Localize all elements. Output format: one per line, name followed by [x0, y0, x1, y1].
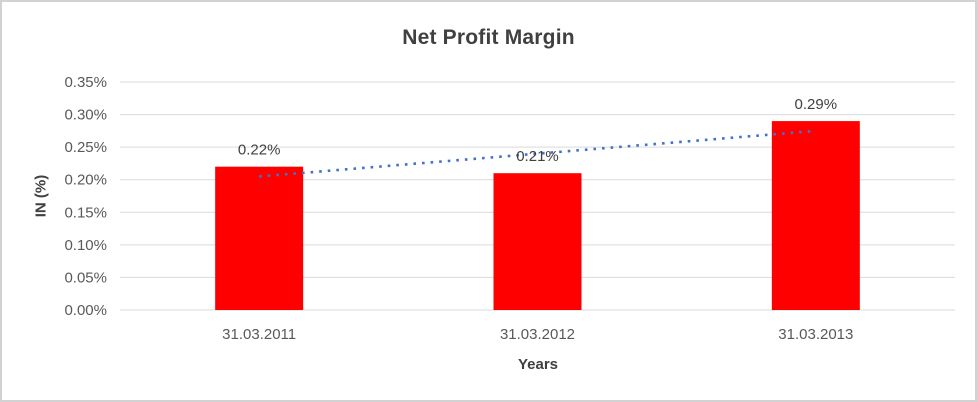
bar [215, 166, 304, 310]
x-axis-title: Years [517, 356, 559, 373]
y-tick-label: 0.20% [64, 172, 107, 189]
y-tick-label: 0.35% [64, 74, 107, 91]
y-tick-label: 0.00% [64, 302, 107, 319]
bar [771, 121, 860, 310]
x-tick-label: 31.03.2011 [222, 326, 296, 343]
data-label: 0.21% [516, 148, 559, 165]
data-label: 0.29% [795, 96, 838, 113]
x-tick-label: 31.03.2012 [500, 326, 575, 343]
y-tick-label: 0.30% [64, 107, 107, 124]
y-tick-label: 0.25% [64, 139, 107, 156]
y-tick-label: 0.15% [64, 204, 107, 221]
x-tick-label: 31.03.2013 [778, 326, 853, 343]
trendline [259, 129, 816, 178]
data-label: 0.22% [238, 142, 281, 159]
chart-title: Net Profit Margin [402, 26, 575, 49]
y-tick-label: 0.05% [64, 269, 107, 286]
bar [493, 173, 582, 310]
y-tick-label: 0.10% [64, 237, 107, 254]
